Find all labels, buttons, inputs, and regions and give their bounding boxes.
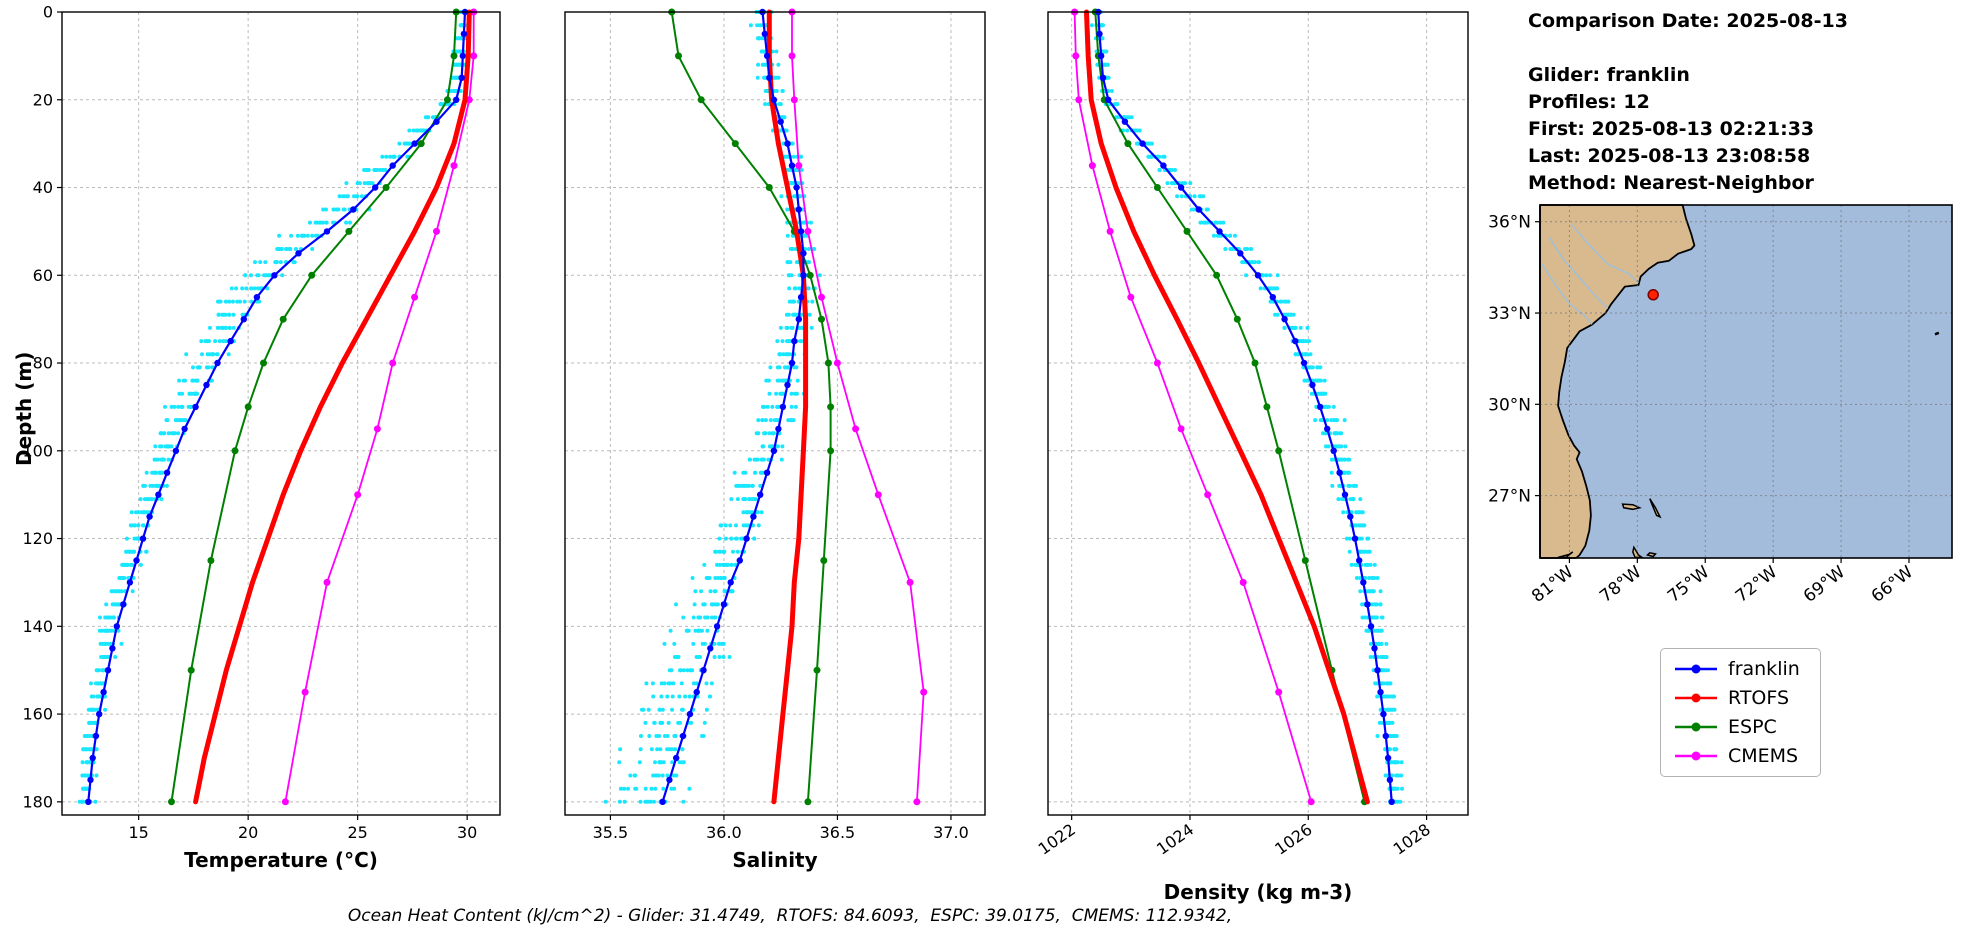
series-franklin bbox=[659, 8, 807, 805]
svg-text:72°W: 72°W bbox=[1732, 562, 1781, 607]
glider-name-text: Glider: franklin bbox=[1528, 64, 1690, 86]
comparison-date-text: Comparison Date: 2025-08-13 bbox=[1528, 10, 1848, 32]
series-RTOFS bbox=[193, 9, 472, 805]
svg-text:27°N: 27°N bbox=[1488, 487, 1531, 507]
series-franklin bbox=[85, 8, 469, 805]
svg-text:69°W: 69°W bbox=[1800, 562, 1849, 607]
svg-text:36.5: 36.5 bbox=[820, 823, 856, 842]
legend-marker-franklin bbox=[1675, 664, 1717, 674]
legend-box: franklin RTOFS ESPC CMEMS bbox=[1660, 648, 1821, 777]
svg-text:66°W: 66°W bbox=[1868, 562, 1917, 607]
svg-text:15: 15 bbox=[128, 823, 148, 842]
svg-text:80: 80 bbox=[33, 354, 53, 373]
legend-label: CMEMS bbox=[1728, 745, 1799, 767]
svg-text:100: 100 bbox=[22, 441, 53, 460]
map-river bbox=[1571, 224, 1639, 284]
panel-salinity: 35.5 36.0 36.5 37.0 bbox=[564, 8, 986, 842]
method-text: Method: Nearest-Neighbor bbox=[1528, 172, 1814, 194]
legend-item-RTOFS: RTOFS bbox=[1673, 687, 1800, 709]
map-island bbox=[1649, 498, 1662, 519]
panel-density: 1022 1024 1026 1028 bbox=[1035, 8, 1469, 859]
legend-label: franklin bbox=[1728, 658, 1800, 680]
svg-text:0: 0 bbox=[43, 3, 53, 22]
map-land bbox=[1539, 204, 1696, 559]
scatter-temperature bbox=[77, 10, 469, 804]
svg-text:36.0: 36.0 bbox=[706, 823, 742, 842]
info-spacer bbox=[1528, 35, 1848, 62]
svg-text:1026: 1026 bbox=[1271, 820, 1315, 859]
series-CMEMS bbox=[281, 8, 478, 806]
legend-item-franklin: franklin bbox=[1673, 658, 1800, 680]
svg-text:33°N: 33°N bbox=[1488, 304, 1531, 324]
svg-text:120: 120 bbox=[22, 529, 53, 548]
series-ESPC bbox=[168, 8, 460, 806]
svg-text:1028: 1028 bbox=[1390, 820, 1434, 859]
profiles-count-text: Profiles: 12 bbox=[1528, 91, 1650, 113]
series-CMEMS bbox=[1071, 8, 1315, 806]
map-river bbox=[1541, 263, 1593, 325]
location-map: 36°N 33°N 30°N 27°N 81°W 78°W 75°W 72°W 69°W 66°W bbox=[1488, 204, 1953, 607]
legend-marker-RTOFS bbox=[1675, 693, 1717, 703]
svg-text:1024: 1024 bbox=[1153, 820, 1197, 859]
x-axis-title-density: Density (kg m-3) bbox=[1163, 880, 1353, 904]
svg-text:160: 160 bbox=[22, 705, 53, 724]
x-axis-title-temperature: Temperature (°C) bbox=[184, 848, 378, 872]
legend-item-CMEMS: CMEMS bbox=[1673, 745, 1800, 767]
last-profile-time-text: Last: 2025-08-13 23:08:58 bbox=[1528, 145, 1811, 167]
svg-text:78°W: 78°W bbox=[1596, 562, 1645, 607]
x-axis-title-salinity: Salinity bbox=[732, 848, 818, 872]
svg-text:30°N: 30°N bbox=[1488, 395, 1531, 415]
svg-text:60: 60 bbox=[33, 266, 53, 285]
svg-text:1022: 1022 bbox=[1035, 820, 1079, 859]
glider-location-marker bbox=[1647, 289, 1659, 301]
svg-text:35.5: 35.5 bbox=[593, 823, 629, 842]
map-river bbox=[1548, 236, 1609, 309]
legend-marker-ESPC bbox=[1675, 722, 1717, 732]
svg-text:37.0: 37.0 bbox=[933, 823, 969, 842]
legend-item-ESPC: ESPC bbox=[1673, 716, 1800, 738]
legend-marker-CMEMS bbox=[1675, 751, 1717, 761]
map-island bbox=[1646, 551, 1657, 558]
map-island-bermuda bbox=[1934, 331, 1940, 336]
legend-label: RTOFS bbox=[1728, 687, 1790, 709]
svg-text:140: 140 bbox=[22, 617, 53, 636]
svg-text:20: 20 bbox=[238, 823, 258, 842]
svg-text:30: 30 bbox=[457, 823, 477, 842]
svg-text:20: 20 bbox=[33, 90, 53, 109]
y-axis-title-depth: Depth (m) bbox=[12, 351, 36, 466]
series-franklin bbox=[1095, 8, 1395, 805]
svg-text:40: 40 bbox=[33, 178, 53, 197]
ohc-caption: Ocean Heat Content (kJ/cm^2) - Glider: 3… bbox=[347, 906, 1233, 926]
map-island bbox=[1621, 503, 1642, 511]
svg-text:75°W: 75°W bbox=[1664, 562, 1713, 607]
svg-text:36°N: 36°N bbox=[1488, 213, 1531, 233]
series-ESPC bbox=[1091, 8, 1368, 806]
comparison-info-block: Comparison Date: 2025-08-13 Glider: fran… bbox=[1528, 8, 1848, 197]
series-RTOFS bbox=[1084, 9, 1370, 805]
svg-text:180: 180 bbox=[22, 792, 53, 811]
legend-label: ESPC bbox=[1728, 716, 1777, 738]
svg-text:25: 25 bbox=[347, 823, 367, 842]
svg-text:81°W: 81°W bbox=[1528, 562, 1577, 607]
series-RTOFS bbox=[766, 9, 809, 805]
panel-temperature: 15 20 25 30 0 20 40 60 80 100 120 140 160 180 bbox=[22, 3, 501, 842]
first-profile-time-text: First: 2025-08-13 02:21:33 bbox=[1528, 118, 1815, 140]
